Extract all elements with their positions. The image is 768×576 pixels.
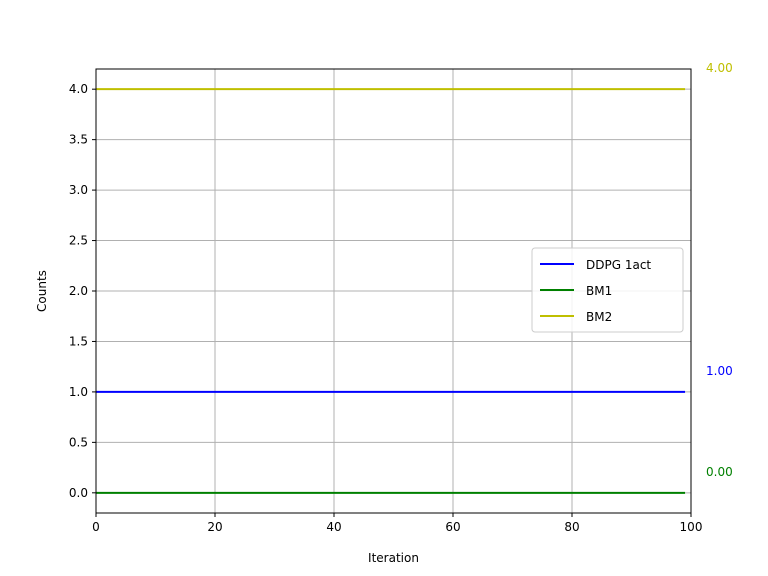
y-axis-label: Counts <box>35 270 49 312</box>
series-lines <box>96 88 686 494</box>
legend-label-2: BM2 <box>586 310 612 324</box>
end-label-1: 0.00 <box>706 465 733 479</box>
end-label-0: 1.00 <box>706 364 733 378</box>
x-axis-ticks: 0 20 40 60 80 100 <box>92 513 702 534</box>
y-tick-label: 0.5 <box>69 435 88 449</box>
x-tick-label: 60 <box>445 520 460 534</box>
y-tick-label: 0.0 <box>69 486 88 500</box>
end-label-2: 4.00 <box>706 61 733 75</box>
y-tick-label: 3.5 <box>69 133 88 147</box>
x-tick-label: 100 <box>680 520 703 534</box>
y-tick-label: 1.0 <box>69 385 88 399</box>
y-tick-label: 2.5 <box>69 234 88 248</box>
y-tick-label: 1.5 <box>69 334 88 348</box>
y-axis-ticks: 0.0 0.5 1.0 1.5 2.0 2.5 3.0 3.5 4.0 <box>69 82 96 500</box>
x-axis-label: Iteration <box>368 551 419 565</box>
x-tick-label: 20 <box>207 520 222 534</box>
legend-box <box>531 247 684 333</box>
y-tick-label: 4.0 <box>69 82 88 96</box>
x-tick-label: 40 <box>326 520 341 534</box>
y-tick-label: 2.0 <box>69 284 88 298</box>
y-tick-label: 3.0 <box>69 183 88 197</box>
x-tick-label: 0 <box>92 520 100 534</box>
end-value-labels: 1.00 0.00 4.00 <box>706 61 733 479</box>
x-tick-label: 80 <box>564 520 579 534</box>
legend: DDPG 1act BM1 BM2 <box>531 247 684 333</box>
legend-label-0: DDPG 1act <box>586 258 651 272</box>
legend-label-1: BM1 <box>586 284 612 298</box>
